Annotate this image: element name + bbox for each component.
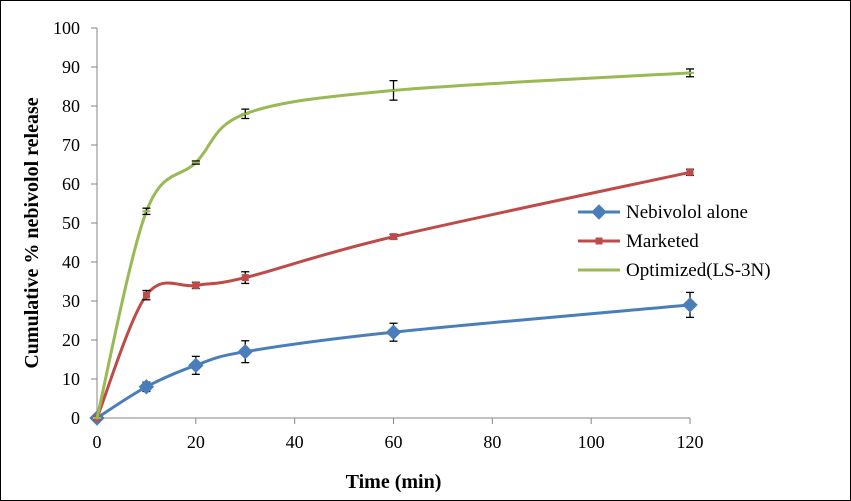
legend: Nebivolol alone Marketed Optimized(LS-3N) xyxy=(578,202,771,281)
y-tick-label: 50 xyxy=(62,213,80,233)
y-tick-label: 60 xyxy=(62,174,80,194)
y-tick-label: 100 xyxy=(53,18,80,38)
series-layer xyxy=(89,68,698,426)
data-point xyxy=(241,274,249,282)
x-tick-label: 80 xyxy=(483,432,501,452)
series-line xyxy=(95,71,692,420)
data-point xyxy=(682,297,698,313)
y-tick-label: 10 xyxy=(62,369,80,389)
y-tick-label: 0 xyxy=(71,408,80,428)
x-tick-label: 120 xyxy=(677,432,704,452)
x-tick-label: 60 xyxy=(385,432,403,452)
series-marketed xyxy=(93,168,694,422)
legend-label: Marketed xyxy=(626,231,699,252)
data-point xyxy=(385,324,402,340)
data-point xyxy=(237,343,253,360)
y-tick-label: 20 xyxy=(62,330,80,350)
data-point xyxy=(142,291,150,299)
x-axis-ticks: 0 20 40 60 80 100 120 xyxy=(93,418,704,452)
y-tick-label: 80 xyxy=(62,96,80,116)
legend-marker xyxy=(591,204,607,220)
x-axis-title: Time (min) xyxy=(346,471,442,493)
x-tick-label: 100 xyxy=(578,432,605,452)
data-point xyxy=(188,357,204,374)
x-tick-label: 0 xyxy=(93,432,102,452)
legend-entry: Marketed xyxy=(578,231,699,252)
series-optimized-ls-3n- xyxy=(93,68,694,420)
data-point xyxy=(390,233,397,241)
legend-label: Optimized(LS-3N) xyxy=(626,260,771,281)
x-tick-label: 20 xyxy=(187,432,205,452)
x-tick-label: 40 xyxy=(286,432,304,452)
legend-label: Nebivolol alone xyxy=(626,202,748,223)
series-nebivolol-alone xyxy=(89,291,698,426)
legend-entry: Nebivolol alone xyxy=(578,202,748,223)
data-point xyxy=(192,281,200,289)
y-tick-label: 90 xyxy=(62,57,80,77)
y-tick-label: 70 xyxy=(62,135,80,155)
legend-entry: Optimized(LS-3N) xyxy=(578,260,771,281)
y-tick-label: 40 xyxy=(62,252,80,272)
y-axis-ticks: 0 10 20 30 40 50 60 70 80 90 100 xyxy=(53,18,97,428)
data-point xyxy=(138,379,155,395)
legend-marker xyxy=(595,237,603,245)
y-tick-label: 30 xyxy=(62,291,80,311)
series-line xyxy=(95,303,692,420)
data-point xyxy=(686,168,694,176)
y-axis-title: Cumulative % nebivolol release xyxy=(21,97,43,368)
